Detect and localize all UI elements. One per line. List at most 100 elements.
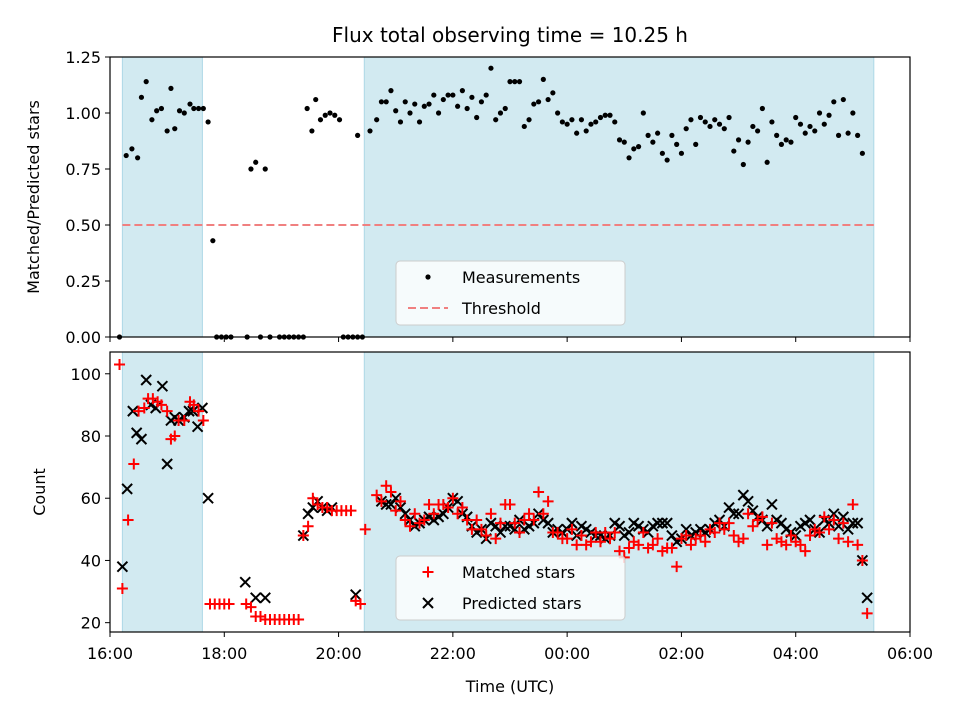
measurement-point (469, 94, 475, 100)
predicted-star-point (116, 560, 129, 573)
measurement-point (678, 150, 685, 156)
measurement-point (712, 117, 718, 123)
measurement-point (488, 65, 494, 71)
legend-box (395, 555, 626, 621)
predicted-star-point (566, 517, 578, 529)
predicted-star-point (742, 495, 754, 508)
measurement-point (313, 96, 319, 103)
legend-marker-predicted (422, 597, 434, 609)
measurement-point (569, 117, 575, 123)
measurement-point (812, 128, 818, 134)
matched-star-point (566, 523, 578, 535)
matched-star-point (471, 514, 483, 526)
measurement-point (497, 110, 504, 116)
matched-star-point (461, 514, 473, 526)
matched-star-point (804, 530, 816, 542)
measurement-point (631, 146, 637, 152)
measurement-point (168, 85, 174, 91)
measurement-point (612, 119, 618, 125)
matched-star-point (169, 430, 181, 442)
matched-star-point (404, 520, 416, 532)
matched-star-point (723, 517, 735, 529)
measurement-point (459, 88, 465, 94)
measurement-point (774, 132, 780, 138)
x-tick-label: 16:00 (87, 644, 133, 663)
predicted-star-point (494, 526, 507, 539)
matched-star-point (466, 523, 478, 535)
matched-star-point (799, 545, 811, 557)
matched-star-point (359, 523, 371, 535)
measurement-point (416, 119, 423, 125)
measurement-point (655, 130, 661, 136)
measurement-point (355, 132, 361, 138)
measurement-point (597, 114, 604, 121)
measurement-point (474, 114, 480, 121)
measurement-point (412, 101, 418, 107)
measurement-point (716, 121, 723, 127)
measurement-point (797, 121, 804, 127)
measurement-point (445, 92, 451, 98)
measurement-point (440, 96, 446, 103)
matched-star-point (728, 530, 740, 542)
matched-star-point (375, 495, 387, 507)
matched-star-point (614, 545, 626, 557)
measurement-point (583, 128, 589, 134)
legend-label: Predicted stars (462, 594, 582, 613)
predicted-star-point (399, 508, 411, 520)
measurement-point (564, 121, 570, 127)
predicted-star-point (187, 405, 199, 417)
matched-star-point (394, 495, 406, 507)
matched-star-point (837, 517, 849, 529)
predicted-star-point (127, 405, 139, 417)
measurement-point (531, 101, 537, 107)
y-tick-label: 1.25 (65, 48, 101, 67)
predicted-star-point (542, 517, 554, 529)
matched-star-point (494, 517, 506, 529)
matched-star-point (818, 511, 830, 523)
predicted-star-point (250, 592, 262, 604)
matched-star-point (442, 502, 454, 514)
predicted-star-point (661, 517, 673, 529)
measurement-point (831, 99, 837, 105)
matched-star-point (188, 399, 200, 411)
measurement-point (588, 121, 594, 127)
matched-star-point (155, 399, 167, 411)
measurement-point (688, 117, 694, 123)
y-tick-label: 0.75 (65, 160, 101, 179)
measurement-point (626, 155, 632, 161)
predicted-star-point (613, 520, 626, 532)
measurement-point (327, 110, 333, 116)
measurement-point (559, 119, 565, 125)
matched-star-point (197, 414, 209, 426)
matched-star-point (594, 536, 606, 548)
matched-star-point (114, 358, 126, 370)
matched-star-point (456, 502, 468, 514)
measurement-point (778, 141, 785, 147)
matched-star-point (652, 533, 664, 545)
measurement-point (726, 114, 732, 121)
measurement-point (393, 108, 399, 114)
measurement-point (731, 148, 737, 154)
predicted-star-point (828, 508, 840, 520)
measurement-point (621, 139, 627, 145)
measurement-point (607, 112, 613, 118)
predicted-star-point (732, 508, 745, 520)
x-tick-label: 22:00 (430, 644, 476, 663)
figure-title: Flux total observing time = 10.25 h (332, 23, 688, 47)
measurement-point (210, 238, 216, 244)
x-tick-label: 20:00 (316, 644, 362, 663)
measurement-point (191, 105, 197, 112)
measurement-point (721, 126, 727, 132)
measurement-point (426, 101, 432, 107)
measurement-point (602, 112, 608, 118)
matched-star-point (452, 508, 464, 520)
measurement-point (435, 110, 442, 116)
predicted-star-point (842, 523, 854, 536)
matched-star-point (856, 554, 868, 566)
measurement-point (574, 130, 580, 136)
matched-star-point (671, 561, 683, 573)
matched-star-point (122, 514, 134, 526)
measurement-point (421, 103, 427, 109)
measurement-point (850, 110, 856, 116)
bottom-panel: 20 40 60 80 100 16:00 18:00 20:00 22:00 00:00 02:0… (30, 351, 933, 663)
